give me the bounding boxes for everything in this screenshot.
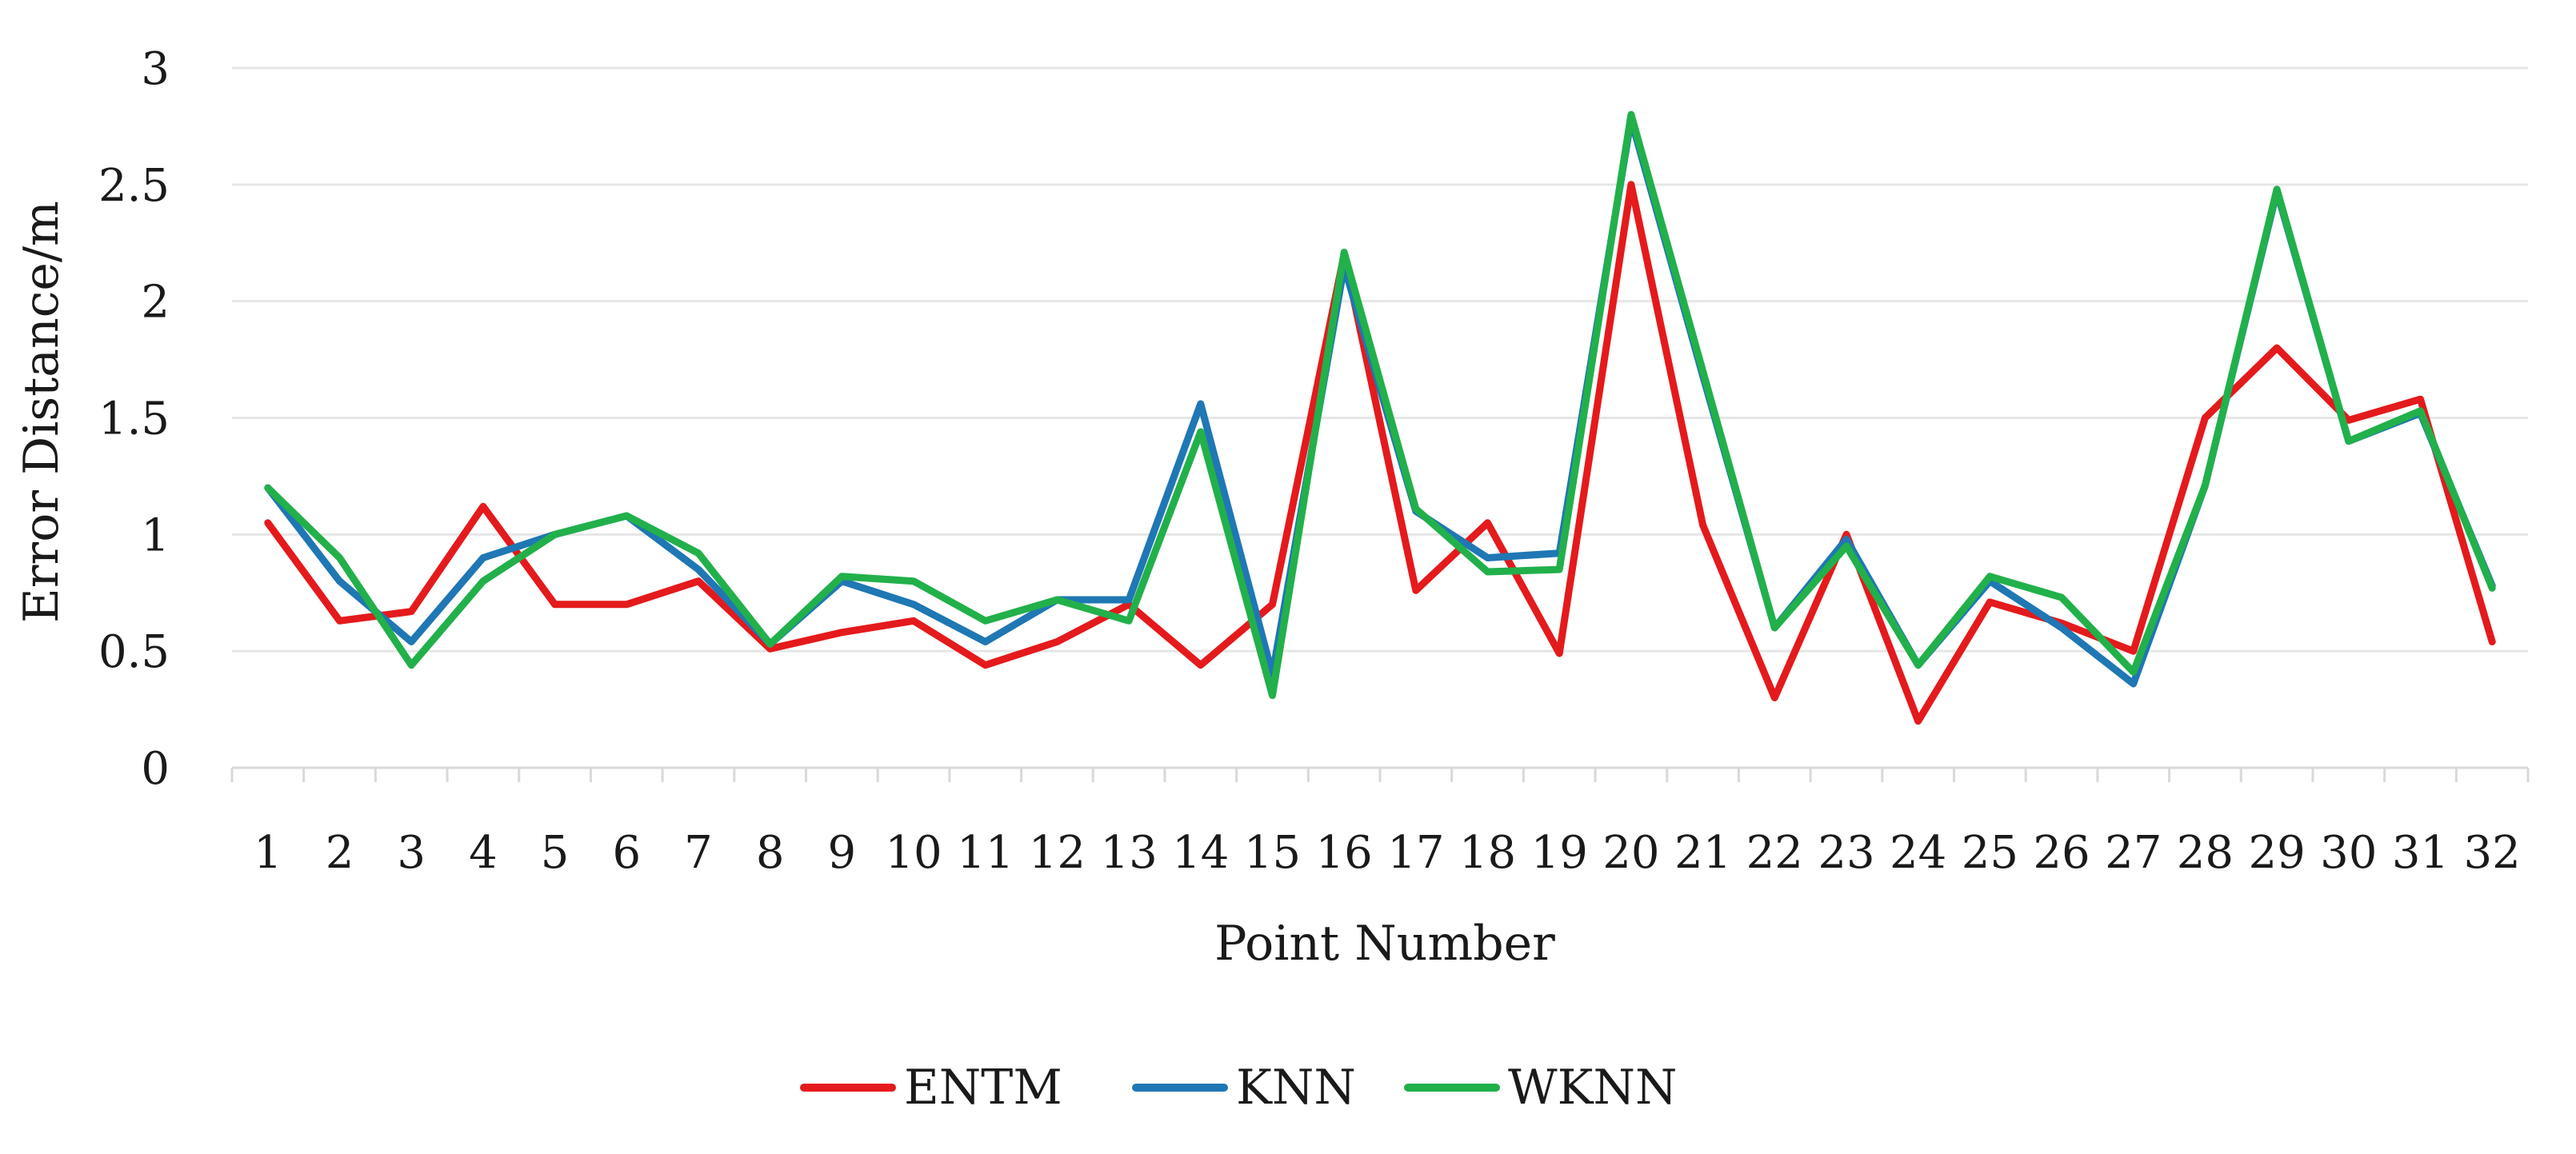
series-lines bbox=[264, 110, 2496, 725]
x-tick-label: 6 bbox=[612, 827, 641, 879]
legend-label-wknn: WKNN bbox=[1508, 1060, 1678, 1116]
y-tick-label: 0 bbox=[141, 743, 170, 795]
x-tick-label: 26 bbox=[2033, 827, 2090, 879]
x-tick-label: 20 bbox=[1602, 827, 1659, 879]
y-tick-label: 2.5 bbox=[98, 160, 170, 212]
legend: ENTM KNN WKNN bbox=[800, 1060, 1678, 1116]
x-tick-label: 15 bbox=[1244, 827, 1301, 879]
x-axis-title: Point Number bbox=[1214, 916, 1555, 972]
legend-label-entm: ENTM bbox=[904, 1060, 1062, 1116]
y-tick-label: 1.5 bbox=[98, 393, 170, 445]
x-tick-label: 14 bbox=[1172, 827, 1229, 879]
x-tick-label: 24 bbox=[1890, 827, 1946, 879]
y-tick-label: 1 bbox=[141, 509, 170, 561]
x-tick-label: 5 bbox=[541, 827, 570, 879]
x-tick-label: 4 bbox=[469, 827, 498, 879]
x-tick-label: 22 bbox=[1746, 827, 1803, 879]
x-tick-label: 9 bbox=[828, 827, 857, 879]
y-tick-label: 2 bbox=[141, 277, 170, 329]
x-tick-label: 1 bbox=[254, 827, 282, 879]
x-tick-label: 19 bbox=[1531, 827, 1588, 879]
x-tick-label: 31 bbox=[2392, 827, 2449, 879]
x-tick-label: 25 bbox=[1962, 827, 2018, 879]
x-axis bbox=[230, 766, 2530, 782]
x-tick-label: 28 bbox=[2177, 827, 2234, 879]
legend-label-knn: KNN bbox=[1236, 1060, 1356, 1116]
x-tick-label: 30 bbox=[2320, 827, 2377, 879]
x-tick-label: 2 bbox=[326, 827, 354, 879]
x-tick-label: 8 bbox=[756, 827, 785, 879]
x-tick-label: 21 bbox=[1674, 827, 1731, 879]
series-line-wknn bbox=[264, 110, 2496, 700]
x-tick-label: 3 bbox=[397, 827, 426, 879]
x-tick-label: 23 bbox=[1818, 827, 1874, 879]
x-tick-label: 16 bbox=[1316, 827, 1373, 879]
x-tick-label: 12 bbox=[1029, 827, 1086, 879]
x-tick-label: 11 bbox=[957, 827, 1014, 879]
x-tick-label: 18 bbox=[1459, 827, 1516, 879]
y-tick-label: 0.5 bbox=[98, 626, 170, 678]
y-tick-label: 3 bbox=[141, 43, 170, 95]
y-tick-labels: 0 0.5 1 1.5 2 2.5 3 bbox=[98, 43, 170, 795]
x-tick-label: 32 bbox=[2464, 827, 2521, 879]
x-tick-label: 13 bbox=[1100, 827, 1157, 879]
gridlines bbox=[232, 66, 2528, 653]
x-tick-label: 7 bbox=[684, 827, 713, 879]
x-tick-label: 29 bbox=[2248, 827, 2305, 879]
series-line-entm bbox=[264, 181, 2496, 725]
x-tick-label: 17 bbox=[1387, 827, 1444, 879]
y-axis-title: Error Distance/m bbox=[14, 201, 70, 623]
x-tick-labels: 1 2 3 4 5 6 7 8 9 10 11 12 13 14 15 16 17 18 19 20 21 22 23 24 2… bbox=[254, 827, 2521, 879]
x-tick-label: 27 bbox=[2105, 827, 2162, 879]
x-tick-label: 10 bbox=[885, 827, 942, 879]
